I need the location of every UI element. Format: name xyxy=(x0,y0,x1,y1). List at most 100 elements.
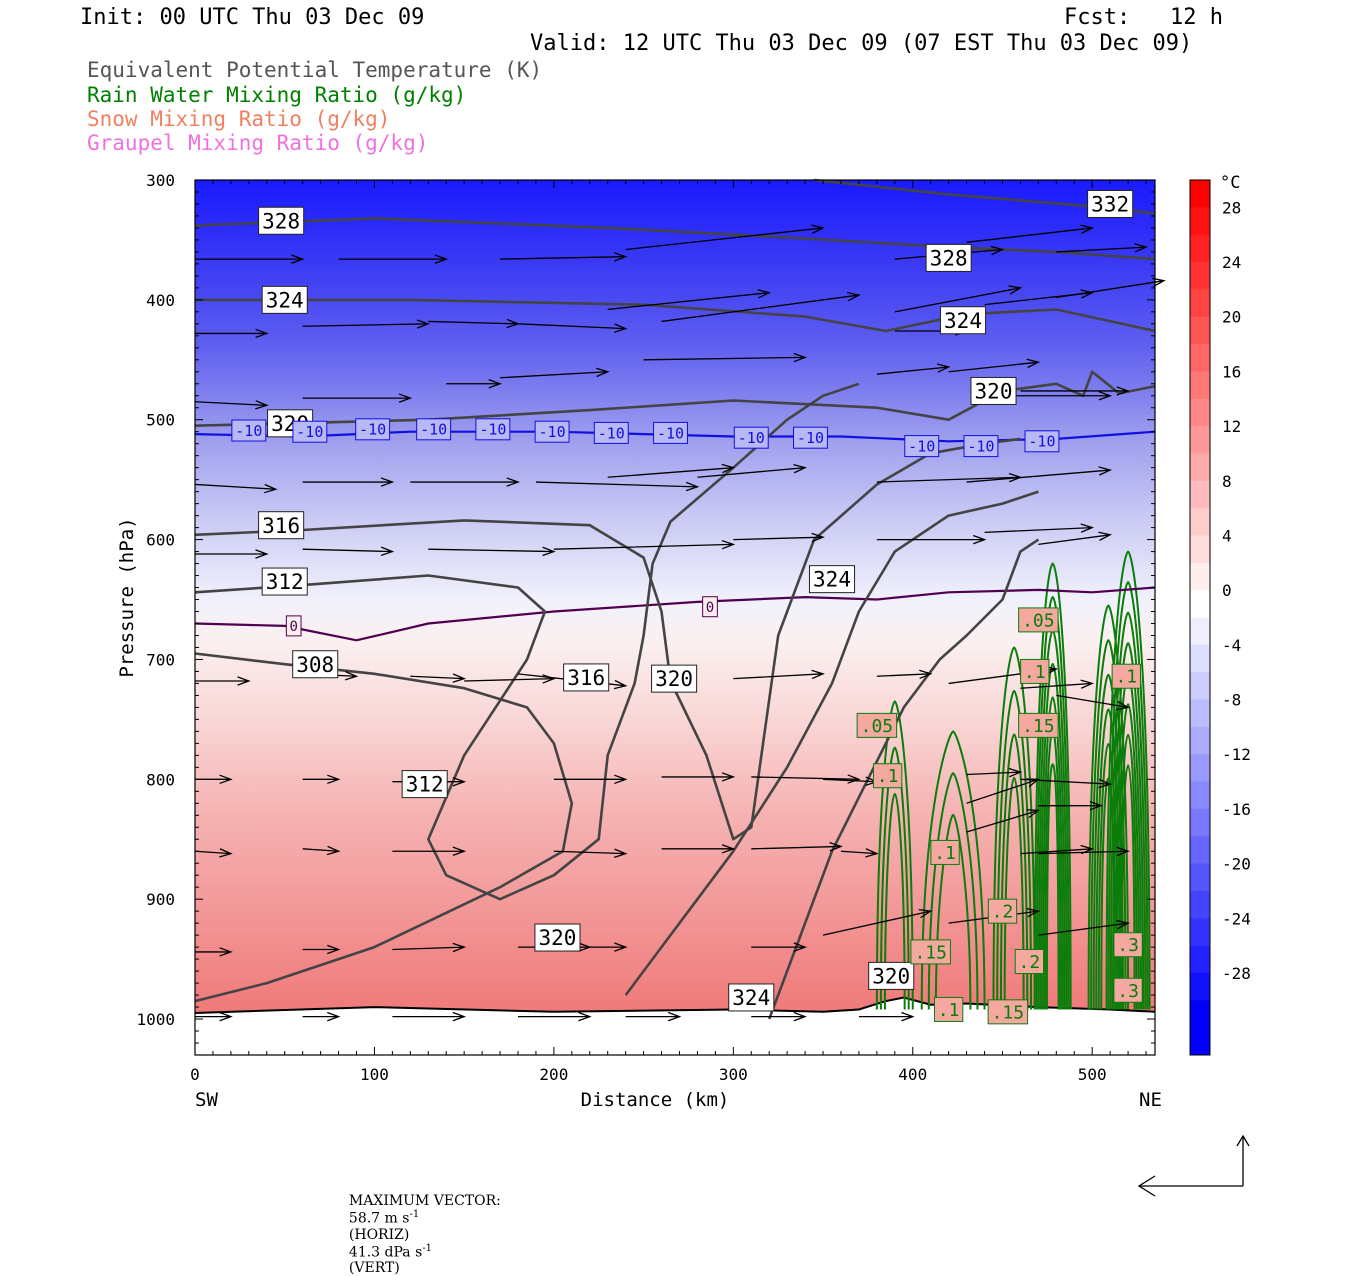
rain-label-box xyxy=(1018,607,1059,633)
wind-vector xyxy=(751,1011,807,1022)
x-tick-label: 400 xyxy=(898,1065,927,1084)
isotherm-label: -10 xyxy=(1024,430,1060,453)
theta-e-contour xyxy=(194,437,1021,841)
isotherm-label: -10 xyxy=(793,426,828,449)
rain-contour xyxy=(1120,764,1136,1010)
isotherm-label-text: -10 xyxy=(908,437,935,455)
colorbar-cell xyxy=(1190,535,1210,564)
rain-label-box xyxy=(872,763,903,789)
rain-label: .2 xyxy=(987,898,1018,924)
rain-contour xyxy=(1003,776,1025,1010)
colorbar-tick-label: 8 xyxy=(1222,472,1232,491)
theta-e-label: 320 xyxy=(970,376,1017,405)
wind-vector xyxy=(643,352,807,363)
colorbar-frame xyxy=(1189,179,1211,1056)
isotherm-label: -10 xyxy=(292,420,328,443)
rain-label-box xyxy=(1113,932,1143,958)
colorbar-cell xyxy=(1190,972,1210,1001)
rain-contour xyxy=(1041,696,1064,1010)
theta-e-label: 332 xyxy=(1087,189,1134,218)
wind-vector xyxy=(535,481,700,492)
isotherm-label-box xyxy=(534,420,570,443)
wind-vector xyxy=(840,848,879,858)
colorbar-tick-label: 20 xyxy=(1222,308,1241,327)
isotherm-label: 0 xyxy=(285,615,302,637)
isotherm-label-text: -10 xyxy=(296,423,323,441)
colorbar-cell xyxy=(1190,316,1210,345)
theta-e-label-text: 316 xyxy=(567,666,605,690)
wind-vector xyxy=(500,367,610,379)
wind-vector xyxy=(876,534,987,545)
isotherm-label-box xyxy=(593,421,629,444)
rain-label-box xyxy=(987,999,1029,1025)
colorbar-tick-label: -20 xyxy=(1222,855,1251,874)
isotherm-label: -10 xyxy=(475,418,511,441)
wind-vector xyxy=(195,676,251,686)
isotherm-label: -10 xyxy=(231,419,267,442)
wind-vector xyxy=(195,328,269,339)
isotherm-label-box xyxy=(963,435,999,458)
isotherm-label-text: 0 xyxy=(706,600,714,616)
wind-vector xyxy=(302,546,395,557)
theta-e-label-text: 316 xyxy=(262,514,300,538)
colorbar-cell xyxy=(1190,836,1210,865)
theta-e-label-box xyxy=(563,663,610,692)
wind-vector xyxy=(410,477,520,487)
rain-label-box xyxy=(1014,949,1045,975)
theta-e-label-box xyxy=(970,376,1017,405)
forecast-hour: Fcst: 12 h xyxy=(1064,5,1223,30)
wind-vector xyxy=(751,774,861,784)
wind-vector xyxy=(966,809,1041,833)
isotherm-label-text: -10 xyxy=(420,421,447,439)
theta-e-contour xyxy=(195,298,1156,333)
isotherm-label-box xyxy=(285,615,302,637)
wind-vector xyxy=(1056,694,1130,711)
theta-e-label: 308 xyxy=(292,650,339,679)
rain-label: .2 xyxy=(1014,949,1045,975)
legend-rain: Rain Water Mixing Ratio (g/kg) xyxy=(87,83,467,107)
wind-vector xyxy=(338,254,449,264)
x-end-label-right: NE xyxy=(1139,1089,1162,1111)
max-vert-tag: (VERT) xyxy=(348,1260,400,1276)
theta-e-label-text: 320 xyxy=(538,926,576,950)
theta-e-contour xyxy=(194,652,574,1003)
rain-label: .3 xyxy=(1113,977,1143,1003)
theta-e-label: 320 xyxy=(534,923,581,952)
wind-vector xyxy=(1020,679,1095,689)
theta-e-label-box xyxy=(868,961,915,990)
y-tick-label: 900 xyxy=(146,890,175,909)
y-tick-label: 800 xyxy=(146,770,175,789)
colorbar-cell xyxy=(1190,617,1210,646)
rain-label: .05 xyxy=(1018,607,1059,633)
colorbar-cell xyxy=(1190,699,1210,728)
rain-contour xyxy=(920,730,986,1010)
isotherm-label-text: -10 xyxy=(797,429,824,447)
colorbar-tick-label: -4 xyxy=(1222,636,1241,655)
legend-snow: Snow Mixing Ratio (g/kg) xyxy=(87,107,391,131)
wind-vector xyxy=(302,393,413,403)
theta-e-label: 328 xyxy=(925,243,972,272)
rain-label-box xyxy=(1111,663,1141,689)
y-tick-label: 300 xyxy=(146,171,175,190)
colorbar-cell xyxy=(1190,945,1210,974)
rain-contour xyxy=(875,700,914,1010)
theta-e-label: 324 xyxy=(939,306,987,335)
theta-e-label-text: 324 xyxy=(266,288,304,312)
colorbar-tick-label: -8 xyxy=(1222,691,1241,710)
colorbar-cell xyxy=(1190,344,1210,372)
rain-contour xyxy=(1039,662,1066,1010)
wind-vector xyxy=(966,778,1041,804)
isotherm-label: 0 xyxy=(702,596,718,618)
isotherm-line xyxy=(194,586,1156,642)
theta-e-label: 324 xyxy=(728,983,775,1012)
rain-label-text: .15 xyxy=(1022,716,1055,737)
rain-label: .15 xyxy=(987,999,1029,1025)
theta-e-label-text: 312 xyxy=(266,570,304,594)
colorbar-cell xyxy=(1190,863,1210,892)
wind-vector xyxy=(195,1011,233,1022)
isotherm-label-text: -10 xyxy=(359,421,386,439)
x-tick-label: 500 xyxy=(1078,1065,1107,1084)
theta-e-label-box xyxy=(925,243,972,272)
wind-vector xyxy=(1038,531,1113,546)
legend-theta-e: Equivalent Potential Temperature (K) xyxy=(87,58,543,82)
